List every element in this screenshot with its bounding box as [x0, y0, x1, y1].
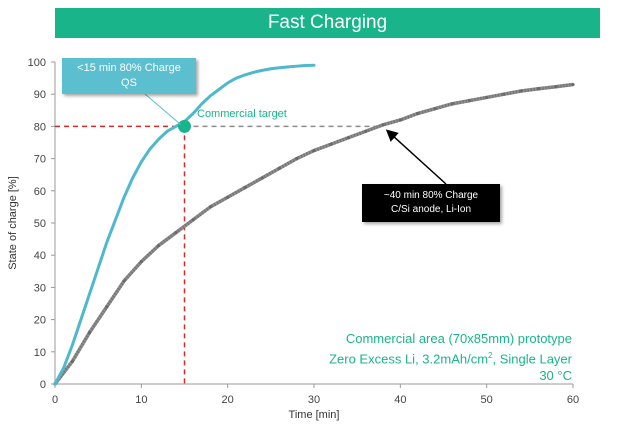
series-li-ion-point	[312, 148, 316, 153]
chart-title-banner: Fast Charging	[55, 8, 600, 38]
y-tick-label: 80	[34, 121, 46, 133]
series-li-ion-point	[485, 95, 489, 100]
note-line1: Commercial area (70x85mm) prototype	[345, 331, 572, 346]
series-li-ion-point	[139, 260, 143, 264]
series-li-ion-point	[208, 205, 212, 209]
y-tick-label: 0	[40, 379, 46, 391]
series-li-ion-point	[416, 111, 420, 116]
x-tick-label: 20	[222, 394, 234, 406]
note-line2-sup: 2	[488, 351, 493, 360]
commercial-target-marker	[178, 119, 191, 133]
liion-callout-arrow	[385, 129, 447, 185]
prototype-note: Commercial area (70x85mm) prototype Zero…	[329, 330, 572, 384]
note-line2-b: , Single Layer	[492, 351, 573, 367]
y-tick-label: 100	[28, 57, 46, 69]
series-li-ion-point	[277, 166, 282, 170]
series-li-ion-point	[87, 330, 92, 335]
series-li-ion-point	[381, 123, 385, 127]
series-li-ion-point	[536, 87, 541, 91]
note-line2: Zero Excess Li, 3.2mAh/cm2, Single Layer	[329, 347, 572, 367]
series-li-ion-point	[450, 102, 454, 106]
qs-callout-pointer	[144, 93, 181, 125]
qs-annotation-line2: QS	[121, 77, 137, 89]
series-li-ion-point	[226, 195, 230, 199]
y-tick-label: 90	[34, 89, 46, 101]
series-li-ion-point	[105, 305, 109, 309]
commercial-target-label: Commercial target	[197, 108, 287, 120]
series-li-ion-point	[502, 92, 506, 96]
series-li-ion-point	[260, 176, 264, 180]
x-tick-label: 10	[135, 394, 147, 406]
series-li-ion-point	[295, 157, 299, 161]
y-tick-label: 60	[34, 186, 46, 198]
series-li-ion-point	[174, 231, 178, 235]
y-axis-label: State of charge [%]	[7, 176, 19, 270]
qs-annotation-box: <15 min 80% Charge QS	[62, 58, 196, 94]
y-tick-label: 30	[34, 282, 46, 294]
series-li-ion-point	[157, 243, 161, 248]
y-tick-label: 50	[34, 218, 46, 230]
series-li-ion-point	[346, 136, 351, 140]
series-li-ion-point	[191, 218, 195, 222]
x-tick-label: 40	[394, 394, 406, 406]
series-li-ion-point	[70, 359, 74, 364]
series-li-ion-point	[329, 142, 333, 146]
series-li-ion-point	[398, 118, 402, 122]
series-li-ion-point	[467, 99, 471, 103]
note-line3: 30 °C	[539, 368, 572, 384]
note-line2-a: Zero Excess Li, 3.2mAh/cm	[329, 351, 489, 367]
liion-annotation-line1: ~40 min 80% Charge	[383, 190, 479, 201]
series-li-ion-point	[519, 89, 523, 93]
series-li-ion-point	[433, 107, 437, 111]
series-li-ion-point	[122, 279, 126, 283]
series-li-ion-point	[364, 129, 368, 133]
y-tick-label: 70	[34, 154, 46, 166]
series-li-ion-point	[243, 185, 247, 190]
series-li-ion-point	[571, 82, 575, 87]
liion-annotation-line2: C/Si anode, Li-Ion	[390, 204, 472, 215]
x-tick-label: 60	[567, 394, 579, 406]
y-tick-label: 10	[34, 347, 46, 359]
y-tick-label: 20	[34, 315, 46, 327]
series-li-ion-point	[554, 85, 558, 89]
y-tick-label: 40	[34, 250, 46, 262]
x-tick-label: 50	[481, 394, 493, 406]
qs-annotation-line1: <15 min 80% Charge	[77, 62, 181, 74]
x-tick-label: 30	[308, 394, 320, 406]
x-axis-label: Time [min]	[289, 409, 340, 421]
liion-annotation-box: ~40 min 80% Charge C/Si anode, Li-Ion	[362, 184, 500, 222]
x-tick-label: 0	[52, 394, 58, 406]
